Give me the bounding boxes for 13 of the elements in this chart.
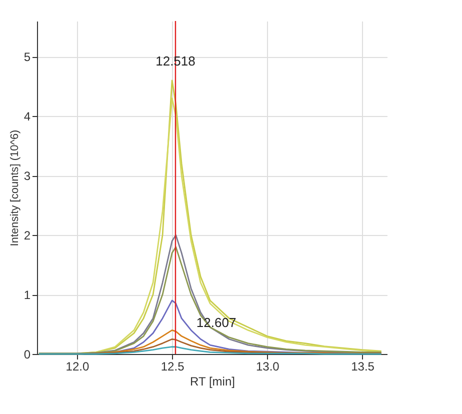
y-tick-label: 1 [24, 288, 31, 302]
x-tick-label: 13.0 [256, 360, 280, 374]
x-tick-label: 12.0 [66, 360, 90, 374]
y-tick-label: 0 [24, 348, 31, 362]
y-tick-label: 3 [24, 169, 31, 184]
x-axis-title: RT [min] [190, 374, 235, 388]
y-tick-label: 5 [24, 50, 31, 64]
line-series [38, 346, 382, 355]
x-tick-label: 12.5 [160, 360, 185, 374]
x-tick-label: 13.5 [351, 360, 375, 374]
y-tick-label: 4 [24, 110, 31, 124]
y-axis-title: Intensity [counts] (10^6) [8, 130, 21, 246]
y-tick-label: 2 [24, 228, 31, 243]
